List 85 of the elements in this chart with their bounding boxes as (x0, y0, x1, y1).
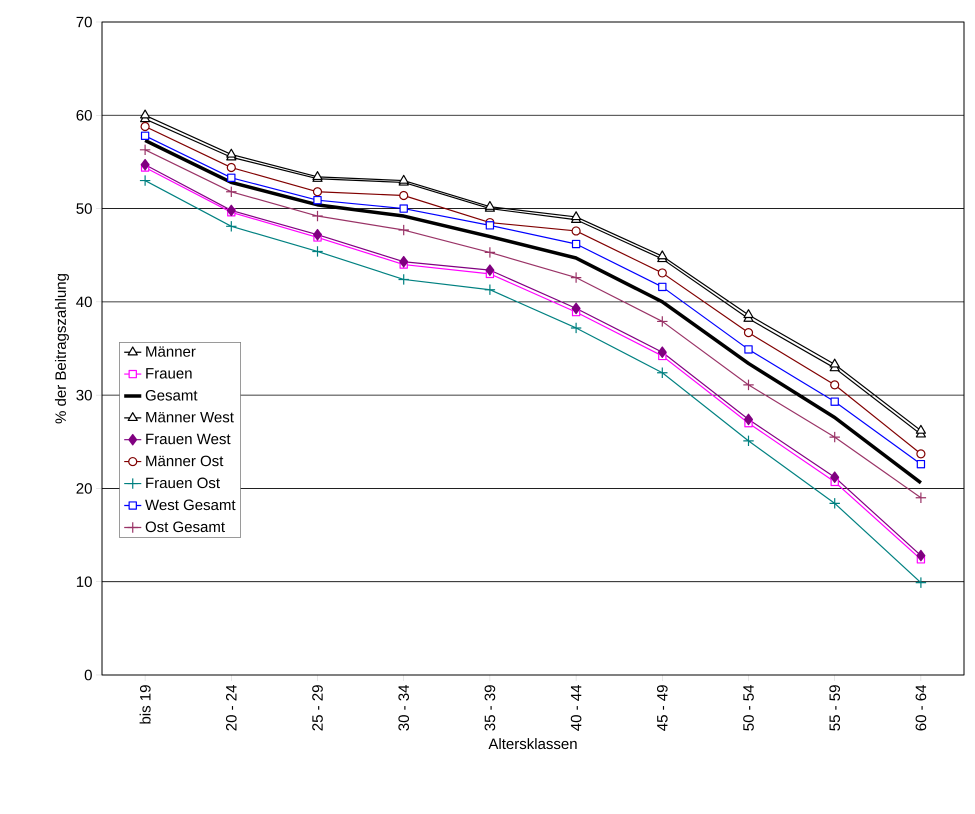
x-tick-label: 25 - 29 (312, 685, 323, 730)
legend-label: Gesamt (146, 390, 198, 401)
x-tick-label: 20 - 24 (226, 684, 237, 730)
point (484, 284, 496, 296)
point (313, 228, 322, 240)
point (312, 246, 324, 258)
y-tick-label: 10 (76, 576, 92, 588)
point (139, 144, 151, 156)
point (570, 272, 582, 284)
point (572, 226, 581, 236)
point (312, 210, 324, 222)
legend-label: Frauen Ost (146, 478, 220, 488)
y-tick-label: 20 (76, 483, 92, 494)
point (139, 174, 151, 186)
legend-label: Frauen West (146, 434, 231, 444)
y-tick-label: 0 (84, 670, 92, 680)
x-tick-label: 35 - 39 (484, 685, 496, 731)
legend-label: Männer West (146, 412, 234, 422)
y-axis-title: % der Beitragszahlung (54, 274, 69, 424)
point (227, 174, 236, 182)
point (742, 435, 754, 447)
x-tick-label: bis 19 (140, 685, 151, 724)
point (916, 449, 926, 459)
x-tick-label: 45 - 49 (656, 685, 668, 731)
point (572, 240, 580, 248)
x-tick-label: 40 - 44 (570, 684, 582, 731)
point (744, 345, 753, 354)
point (742, 379, 754, 391)
y-tick-label: 60 (76, 110, 92, 121)
point (743, 309, 754, 318)
point (312, 187, 322, 196)
y-tick-label: 30 (76, 390, 92, 400)
point (658, 346, 667, 358)
point (140, 122, 150, 132)
point (400, 204, 408, 213)
point (916, 550, 926, 562)
legend-label: Ost Gesamt (146, 522, 225, 532)
point (399, 190, 408, 200)
point (226, 220, 238, 232)
point (744, 328, 754, 338)
point (830, 380, 840, 390)
point (140, 109, 150, 118)
point (657, 250, 668, 260)
y-tick-label: 70 (76, 16, 92, 28)
x-axis-title: Altersklassen (488, 738, 577, 750)
point (398, 224, 410, 236)
point (658, 268, 667, 278)
legend-label: Männer Ost (146, 456, 224, 466)
y-tick-label: 50 (76, 203, 92, 214)
point (570, 322, 582, 334)
point (916, 460, 926, 468)
point (828, 498, 841, 510)
point (830, 358, 840, 368)
point (140, 158, 150, 171)
point (313, 196, 322, 204)
point (744, 414, 753, 426)
legend-label: Männer (146, 346, 196, 357)
point (226, 204, 236, 216)
point (399, 256, 408, 268)
point (658, 282, 667, 292)
point (486, 221, 494, 230)
x-tick-label: 50 - 54 (743, 684, 754, 731)
point (484, 246, 496, 258)
point (485, 264, 494, 276)
y-tick-label: 40 (76, 296, 92, 308)
point (571, 211, 582, 220)
point (828, 431, 841, 443)
point (915, 576, 927, 588)
point (398, 274, 410, 286)
point (572, 302, 581, 314)
legend-label: West Gesamt (145, 500, 236, 510)
x-tick-label: 60 - 64 (916, 684, 926, 730)
point (656, 366, 668, 379)
point (915, 492, 927, 504)
point (226, 186, 238, 198)
point (830, 471, 840, 484)
point (656, 316, 668, 328)
point (830, 397, 839, 406)
point (916, 424, 926, 434)
point (226, 148, 236, 158)
legend-label: Frauen (146, 368, 192, 379)
x-tick-label: 55 - 59 (829, 685, 840, 731)
point (226, 162, 236, 172)
x-tick-label: 30 - 34 (398, 684, 410, 731)
point (140, 132, 150, 140)
